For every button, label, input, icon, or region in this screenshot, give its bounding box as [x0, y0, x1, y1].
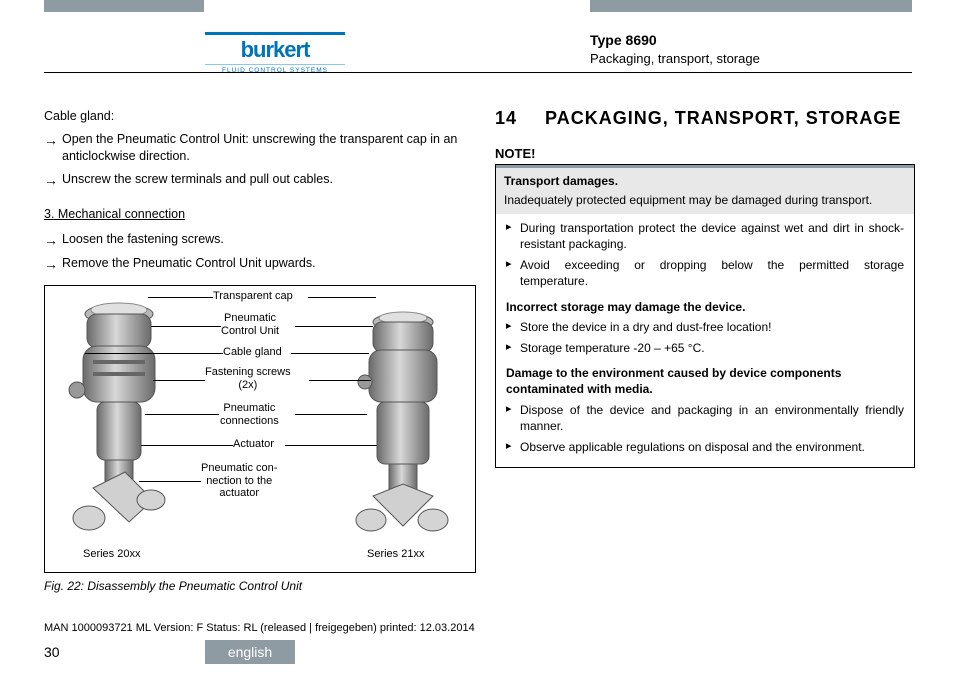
device-series-21xx [341, 310, 476, 570]
logo: burkert FLUID CONTROL SYSTEMS [205, 32, 345, 74]
figure-box: Transparent cap Pneumatic Control Unit C… [44, 285, 476, 573]
note-subhead: Incorrect storage may damage the device. [506, 300, 904, 314]
step-text: Open the Pneumatic Control Unit: unscrew… [62, 131, 476, 165]
step-text: Unscrew the screw terminals and pull out… [62, 171, 476, 189]
logo-accent-bar [205, 32, 345, 35]
leader-line [153, 380, 205, 381]
fig-label: Pneumatic Control Unit [221, 312, 279, 337]
bullet-icon: ▸ [506, 257, 520, 289]
section-title: PACKAGING, TRANSPORT, STORAGE [545, 108, 901, 130]
arrow-icon: → [44, 231, 62, 249]
note-paragraph: Inadequately protected equipment may be … [504, 192, 906, 208]
leader-line [291, 353, 369, 354]
note-white-body: ▸ During transportation protect the devi… [496, 214, 914, 467]
bullet-text: During transportation protect the device… [520, 220, 904, 252]
right-column: 14 PACKAGING, TRANSPORT, STORAGE NOTE! T… [495, 108, 915, 468]
note-block: Transport damages. Inadequately protecte… [495, 164, 915, 468]
section-number: 14 [495, 108, 517, 130]
fig-label: Transparent cap [213, 290, 293, 303]
step-text: Remove the Pneumatic Control Unit upward… [62, 255, 476, 273]
bullet-item: ▸ Avoid exceeding or dropping below the … [506, 257, 904, 289]
note-label: NOTE! [495, 146, 915, 161]
header-rule [44, 72, 912, 73]
bullet-icon: ▸ [506, 402, 520, 434]
leader-line [151, 326, 221, 327]
top-bar-right [590, 0, 912, 12]
arrow-icon: → [44, 255, 62, 273]
bullet-text: Avoid exceeding or dropping below the pe… [520, 257, 904, 289]
leader-line [295, 414, 367, 415]
fig-label: Pneumatic con- nection to the actuator [201, 462, 277, 500]
fig-label: Pneumatic connections [220, 402, 279, 427]
bullet-icon: ▸ [506, 220, 520, 252]
step-item: → Loosen the fastening screws. [44, 231, 476, 249]
header-right: Type 8690 Packaging, transport, storage [590, 32, 910, 66]
leader-line [85, 353, 223, 354]
leader-line [295, 326, 373, 327]
language-tab: english [205, 640, 295, 664]
note-grey-body: Transport damages. Inadequately protecte… [496, 168, 914, 214]
step-item: → Open the Pneumatic Control Unit: unscr… [44, 131, 476, 165]
left-column: Cable gland: → Open the Pneumatic Contro… [44, 108, 476, 593]
bullet-text: Observe applicable regulations on dispos… [520, 439, 904, 455]
step-item: → Remove the Pneumatic Control Unit upwa… [44, 255, 476, 273]
leader-line [148, 297, 213, 298]
device-series-20xx [53, 300, 213, 560]
bullet-text: Dispose of the device and packaging in a… [520, 402, 904, 434]
page-number: 30 [44, 644, 60, 660]
bullet-icon: ▸ [506, 340, 520, 356]
arrow-icon: → [44, 131, 62, 165]
leader-line [141, 445, 233, 446]
type-label: Type 8690 [590, 32, 910, 48]
bullet-icon: ▸ [506, 439, 520, 455]
bullet-item: ▸ Observe applicable regulations on disp… [506, 439, 904, 455]
bullet-icon: ▸ [506, 319, 520, 335]
leader-line [308, 297, 376, 298]
step-item: → Unscrew the screw terminals and pull o… [44, 171, 476, 189]
leader-line [139, 481, 201, 482]
note-subhead: Damage to the environment caused by devi… [506, 366, 904, 397]
mechanical-heading: 3. Mechanical connection [44, 207, 476, 221]
leader-line [309, 380, 371, 381]
figure-caption: Fig. 22: Disassembly the Pneumatic Contr… [44, 579, 476, 593]
leader-line [285, 445, 377, 446]
series-label-b: Series 21xx [367, 548, 424, 561]
top-bar-left [44, 0, 204, 12]
note-subhead: Transport damages. [504, 174, 906, 188]
series-label-a: Series 20xx [83, 548, 140, 561]
footer-metadata: MAN 1000093721 ML Version: F Status: RL … [44, 622, 475, 634]
fig-label: Actuator [233, 438, 274, 451]
leader-line [145, 414, 219, 415]
logo-text: burkert [205, 39, 345, 61]
section-heading: 14 PACKAGING, TRANSPORT, STORAGE [495, 108, 915, 130]
bullet-text: Store the device in a dry and dust-free … [520, 319, 904, 335]
top-color-bars [0, 0, 954, 30]
bullet-item: ▸ Store the device in a dry and dust-fre… [506, 319, 904, 335]
bullet-item: ▸ Dispose of the device and packaging in… [506, 402, 904, 434]
bullet-item: ▸ Storage temperature -20 – +65 °C. [506, 340, 904, 356]
header-subtitle: Packaging, transport, storage [590, 51, 910, 66]
fig-label: Cable gland [223, 346, 282, 359]
bullet-item: ▸ During transportation protect the devi… [506, 220, 904, 252]
arrow-icon: → [44, 171, 62, 189]
cable-gland-label: Cable gland: [44, 108, 476, 125]
fig-label: Fastening screws (2x) [205, 366, 291, 391]
step-text: Loosen the fastening screws. [62, 231, 476, 249]
bullet-text: Storage temperature -20 – +65 °C. [520, 340, 904, 356]
